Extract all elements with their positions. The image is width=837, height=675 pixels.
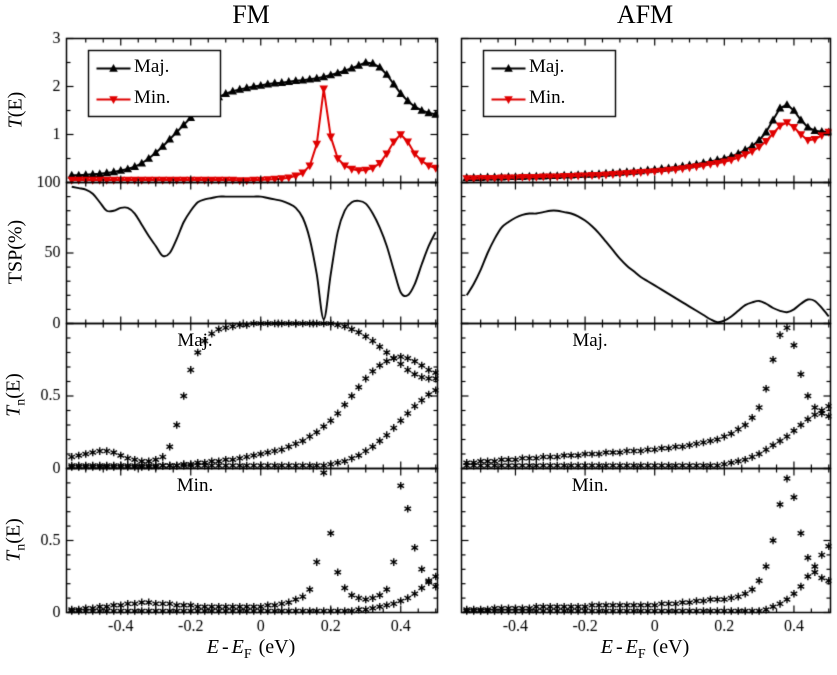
te-symbol: T (4, 117, 27, 129)
tn-subscript: n (13, 398, 29, 406)
fermi-energy-symbol: E (231, 636, 244, 658)
legend-label-afm-min: Min. (529, 87, 566, 108)
minus-sign: - (615, 636, 623, 658)
energy-unit: (eV) (258, 636, 296, 658)
legend-label-afm-maj: Maj. (529, 56, 565, 77)
y-axis-label-tn-min: Tn(E) (3, 518, 30, 562)
fermi-subscript: F (243, 647, 252, 662)
y-axis-label-te: T(E) (5, 92, 28, 129)
x-axis-label-fm: E - EF (eV) (207, 636, 296, 663)
energy-symbol: E (206, 636, 219, 658)
tn-symbol: T (2, 550, 25, 562)
x-axis-label-afm: E - EF (eV) (601, 636, 690, 663)
legend-label-fm-min: Min. (134, 87, 171, 108)
minus-sign: - (221, 636, 229, 658)
panel-label-afm-min: Min. (571, 475, 609, 496)
energy-symbol: E (600, 636, 613, 658)
column-title-fm: FM (232, 0, 270, 29)
tn-rest: (E) (2, 373, 25, 399)
te-rest: (E) (4, 91, 27, 118)
y-axis-label-tsp: TSP(%) (4, 219, 27, 285)
panel-label-afm-maj: Maj. (572, 330, 608, 351)
energy-unit: (eV) (652, 636, 690, 658)
fermi-subscript: F (637, 647, 646, 662)
column-title-afm: AFM (616, 0, 674, 29)
tn-rest: (E) (2, 518, 25, 544)
panel-label-fm-min: Min. (176, 475, 214, 496)
tn-subscript: n (13, 543, 29, 551)
tn-symbol: T (2, 405, 25, 417)
legend-label-fm-maj: Maj. (134, 56, 170, 77)
y-axis-label-tn-maj: Tn(E) (3, 373, 30, 417)
panel-label-fm-maj: Maj. (177, 330, 213, 351)
fermi-energy-symbol: E (625, 636, 638, 658)
